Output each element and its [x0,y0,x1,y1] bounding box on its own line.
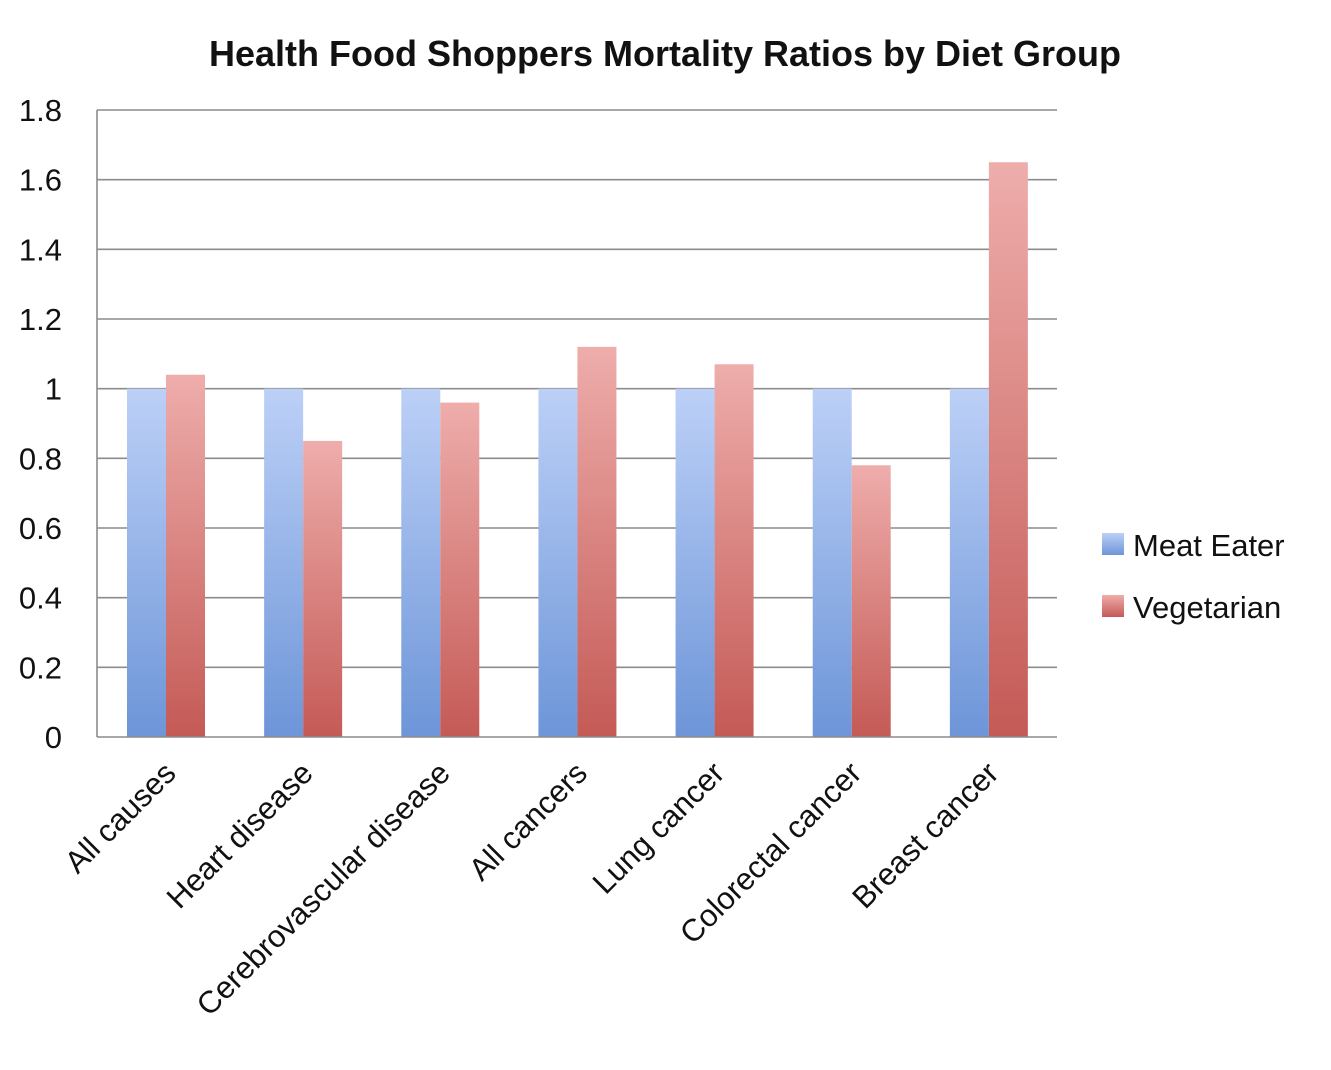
chart-title: Health Food Shoppers Mortality Ratios by… [209,33,1121,74]
bar-vegetarian-lung-cancer [714,364,754,737]
x-tick-label-lung-cancer: Lung cancer [586,755,731,900]
bar-vegetarian-cerebrovascular-disease [440,402,480,737]
bar-vegetarian-colorectal-cancer [851,465,891,737]
y-tick-label: 1.4 [19,232,62,267]
legend-swatch-vegetarian [1102,595,1124,617]
bar-meat-eater-breast-cancer [949,388,989,737]
x-tick-label-all-cancers: All cancers [462,755,594,887]
bar-meat-eater-all-cancers [538,388,578,737]
y-tick-label: 1.2 [19,302,62,337]
y-tick-label: 0.4 [19,581,62,616]
bar-meat-eater-heart-disease [264,388,304,737]
bar-meat-eater-all-causes [127,388,166,737]
bar-vegetarian-breast-cancer [988,162,1028,737]
bars [127,162,1028,737]
y-tick-label: 0 [45,720,62,755]
bar-vegetarian-heart-disease [303,440,343,737]
x-tick-label-cerebrovascular-disease: Cerebrovascular disease [190,755,457,1022]
bar-meat-eater-colorectal-cancer [812,388,852,737]
y-tick-label: 1.6 [19,163,62,198]
legend-swatch-meat-eater [1102,533,1124,555]
legend-label-meat-eater: Meat Eater [1133,528,1285,563]
y-tick-label: 1.8 [19,93,62,128]
legend: Meat Eater Vegetarian [1102,528,1285,625]
x-axis [96,110,1057,738]
y-axis-tick-labels: 0 0.2 0.4 0.6 0.8 1 1.2 1.4 1.6 1.8 [19,93,62,755]
y-tick-label: 1 [45,372,62,407]
bar-vegetarian-all-cancers [577,346,617,737]
x-tick-label-breast-cancer: Breast cancer [845,755,1005,915]
bar-meat-eater-lung-cancer [675,388,715,737]
y-tick-label: 0.8 [19,441,62,476]
y-tick-label: 0.2 [19,650,62,685]
legend-label-vegetarian: Vegetarian [1133,590,1281,625]
bar-vegetarian-all-causes [166,374,205,737]
x-tick-label-all-causes: All causes [58,755,183,880]
y-tick-label: 0.6 [19,511,62,546]
bar-meat-eater-cerebrovascular-disease [401,388,441,737]
